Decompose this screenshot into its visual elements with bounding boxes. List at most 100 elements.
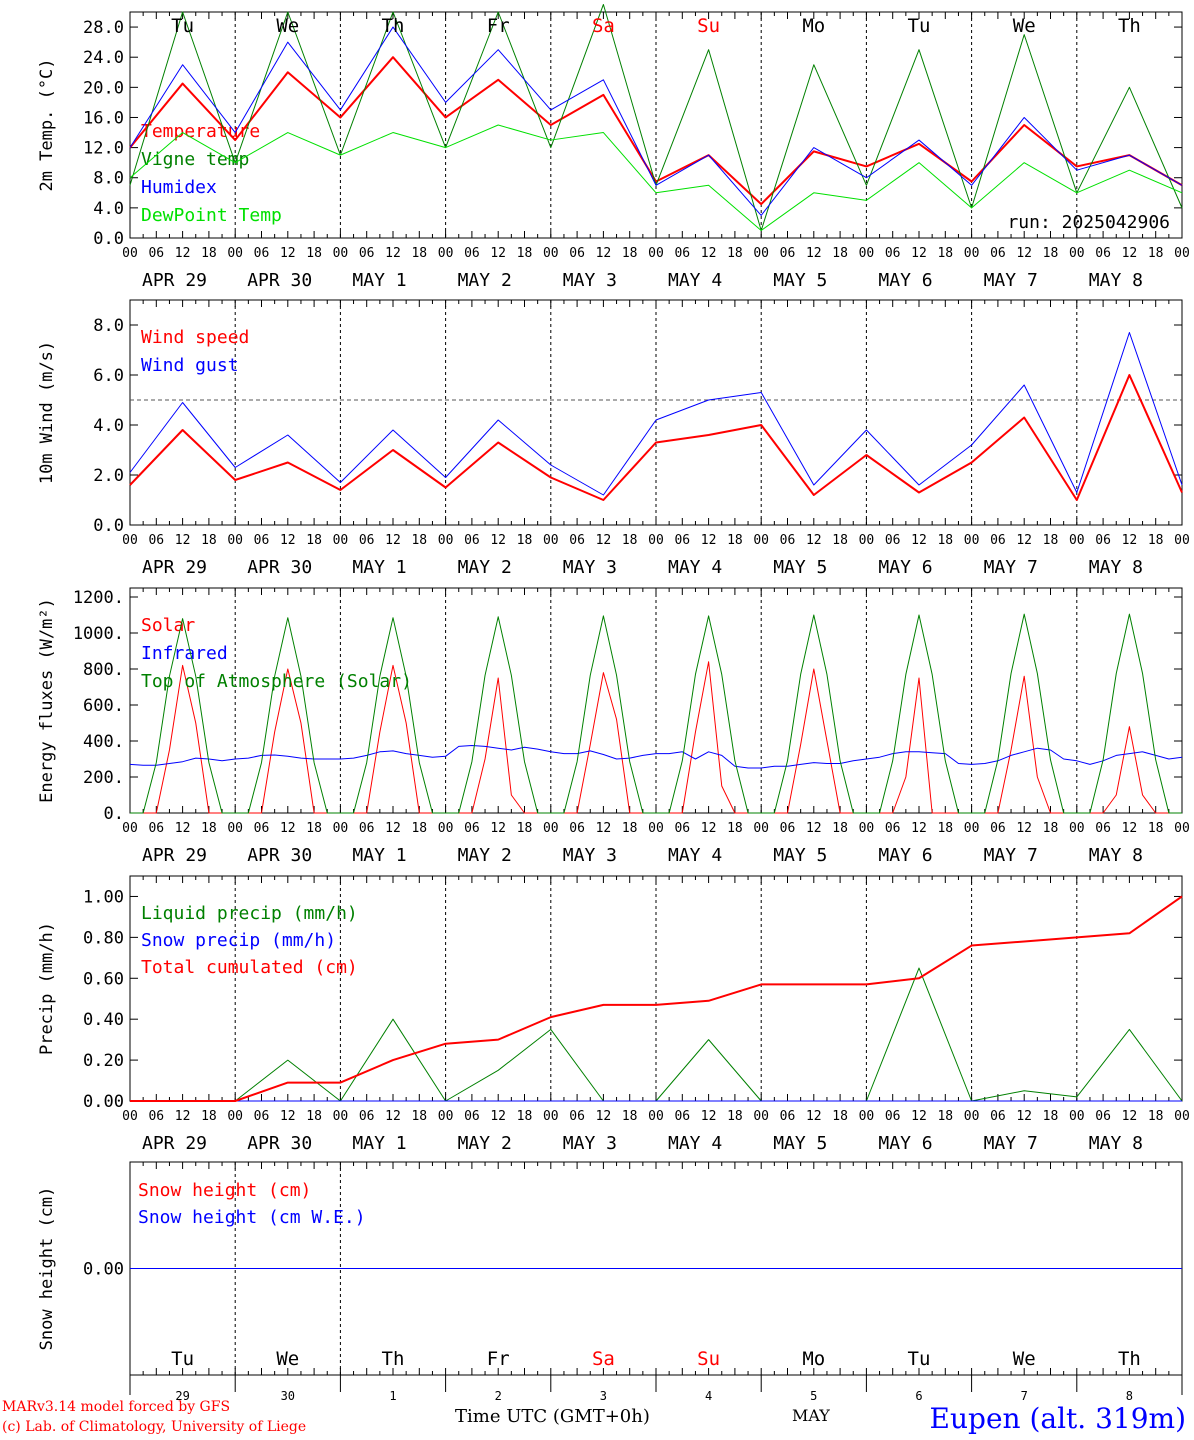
hour-tick-label: 00 [859, 246, 875, 261]
legend-entry: Top of Atmosphere (Solar) [141, 671, 412, 692]
weekday-label: Tu [908, 1348, 931, 1370]
hour-tick-label: 18 [306, 1109, 322, 1124]
hour-tick-label: 06 [1095, 533, 1111, 548]
hour-tick-label: 06 [359, 1109, 375, 1124]
day-number: 4 [705, 1389, 712, 1403]
hour-tick-label: 12 [490, 246, 506, 261]
date-label: MAY 3 [563, 845, 617, 866]
hour-tick-label: 18 [306, 246, 322, 261]
hour-tick-label: 00 [438, 821, 454, 836]
hour-tick-label: 12 [1122, 821, 1138, 836]
hour-tick-label: 00 [859, 533, 875, 548]
hour-tick-label: 12 [280, 821, 296, 836]
hour-tick-label: 00 [753, 533, 769, 548]
hour-tick-label: 18 [201, 533, 217, 548]
series-line [129, 332, 1183, 496]
hour-tick-label: 00 [648, 1109, 664, 1124]
weekday-label: Su [697, 1348, 720, 1370]
panel-5: 0.00 Snow height (cm) Snow height (cm) Snow… [37, 1161, 1183, 1376]
legend-entry: Snow precip (mm/h) [141, 930, 336, 951]
y-axis-label: Snow height (cm) [37, 1187, 57, 1351]
hour-tick-label: 00 [859, 1109, 875, 1124]
hour-tick-label: 00 [1174, 821, 1190, 836]
hour-tick-label: 00 [122, 821, 138, 836]
hour-tick-label: 00 [859, 821, 875, 836]
panel-4: 0.00 0.20 0.40 0.60 0.80 1.00 Precip (mm/h) Liq… [37, 875, 1190, 1154]
series-line [130, 895, 1183, 1102]
hour-tick-label: 06 [359, 533, 375, 548]
plot-frame [129, 587, 1183, 814]
legend-entry: Infrared [141, 643, 228, 664]
y-tick-label: 8.0 [93, 316, 124, 336]
hour-tick-label: 06 [674, 246, 690, 261]
hour-tick-label: 00 [753, 821, 769, 836]
hour-tick-label: 12 [1122, 1109, 1138, 1124]
date-label: MAY 4 [668, 270, 722, 291]
series-line [129, 26, 1183, 216]
hour-tick-label: 12 [911, 246, 927, 261]
date-label: MAY 6 [878, 270, 932, 291]
date-label: MAY 8 [1089, 557, 1143, 578]
hour-tick-label: 00 [964, 821, 980, 836]
hour-tick-label: 12 [911, 533, 927, 548]
hour-tick-label: 06 [674, 821, 690, 836]
day-number: 6 [915, 1389, 922, 1403]
day-number: 29 [175, 1389, 189, 1403]
hour-tick-label: 00 [1069, 246, 1085, 261]
hour-tick-label: 06 [254, 533, 270, 548]
hour-tick-label: 18 [832, 1109, 848, 1124]
hour-tick-label: 06 [569, 1109, 585, 1124]
hour-tick-label: 12 [175, 246, 191, 261]
hour-tick-label: 06 [359, 246, 375, 261]
hour-tick-label: 18 [201, 246, 217, 261]
model-credit: MARv3.14 model forced by GFS [2, 1399, 231, 1415]
y-axis-label: 2m Temp. (°C) [37, 58, 57, 191]
hour-tick-label: 12 [490, 533, 506, 548]
date-label: MAY 6 [878, 557, 932, 578]
hour-tick-label: 06 [569, 821, 585, 836]
date-label: MAY 3 [563, 1133, 617, 1154]
hour-tick-label: 06 [148, 533, 164, 548]
weekday-label: Th [1118, 1348, 1141, 1370]
hour-tick-label: 00 [227, 1109, 243, 1124]
series-line [130, 613, 1182, 814]
hour-tick-label: 06 [148, 821, 164, 836]
day-number: 5 [810, 1389, 817, 1403]
y-tick-label: 0. [104, 804, 124, 824]
y-tick-label: 1.00 [83, 887, 124, 907]
hour-tick-label: 00 [333, 533, 349, 548]
hour-tick-label: 18 [727, 1109, 743, 1124]
day-number: 2 [495, 1389, 502, 1403]
hour-tick-label: 18 [832, 246, 848, 261]
date-label: MAY 4 [668, 845, 722, 866]
panel-3: 0. 200. 400. 600. 800. 1000. 1200. Energy fluxe… [37, 587, 1190, 866]
hour-tick-label: 18 [622, 1109, 638, 1124]
y-axis-label: 10m Wind (m/s) [37, 341, 57, 484]
hour-tick-label: 12 [280, 246, 296, 261]
legend-entry: Liquid precip (mm/h) [141, 903, 358, 924]
hour-tick-label: 00 [1069, 533, 1085, 548]
y-tick-label: 600. [83, 696, 124, 716]
hour-tick-label: 18 [411, 246, 427, 261]
date-label: MAY 5 [773, 1133, 827, 1154]
weekday-label: We [1013, 1348, 1036, 1370]
hour-tick-label: 00 [648, 533, 664, 548]
hour-tick-label: 18 [1043, 533, 1059, 548]
hour-tick-label: 00 [964, 246, 980, 261]
hour-tick-label: 00 [1069, 821, 1085, 836]
hour-tick-label: 06 [148, 246, 164, 261]
hour-tick-label: 06 [1095, 1109, 1111, 1124]
hour-tick-label: 12 [385, 1109, 401, 1124]
month-label: MAY [792, 1406, 830, 1425]
hour-tick-label: 18 [201, 1109, 217, 1124]
date-strip: 29 30 1 2 3 4 5 6 7 8 [129, 1375, 1183, 1403]
hour-tick-label: 12 [701, 246, 717, 261]
hour-tick-label: 06 [464, 246, 480, 261]
date-label: MAY 8 [1089, 1133, 1143, 1154]
date-label: APR 29 [142, 557, 207, 578]
y-tick-label: 0.00 [83, 1092, 124, 1112]
hour-tick-label: 06 [885, 246, 901, 261]
hour-tick-label: 00 [964, 533, 980, 548]
hour-tick-label: 00 [543, 246, 559, 261]
